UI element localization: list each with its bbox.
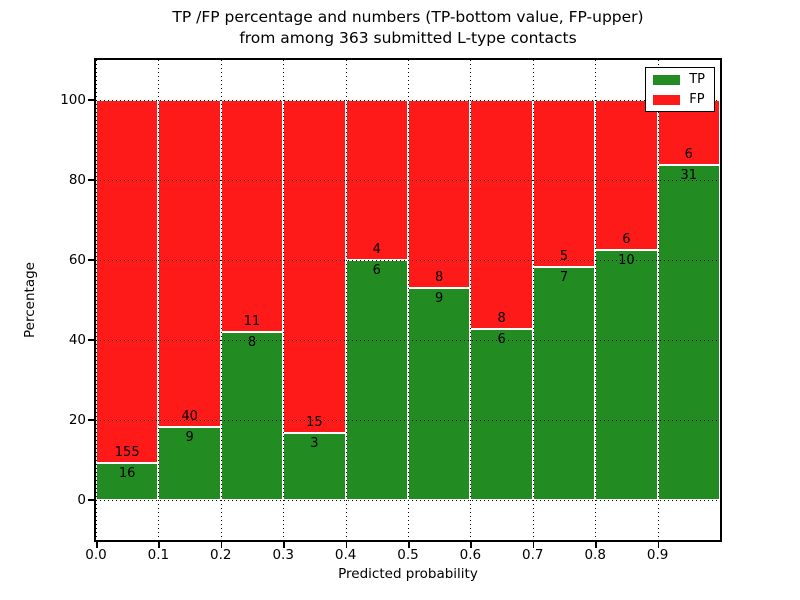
tick-x-0.4 <box>345 542 348 548</box>
bars-layer <box>96 60 720 540</box>
tick-label-x-0.2: 0.2 <box>210 547 232 563</box>
tick-x-0.6 <box>470 542 472 548</box>
tick-label-x-0.7: 0.7 <box>522 547 544 563</box>
bar-label-fp-3: 15 <box>306 415 323 431</box>
bar-label-fp-0: 155 <box>114 444 140 460</box>
x-axis-label: Predicted probability <box>338 566 478 582</box>
bar-label-fp-6: 8 <box>497 310 506 326</box>
plot-area: 155 16 40 9 11 8 15 3 4 6 8 9 8 6 5 7 6 10 6 31 TP FP <box>94 58 722 542</box>
bar-label-tp-0: 16 <box>118 465 136 481</box>
legend-swatch-tp <box>653 74 681 85</box>
chart-title-line1: TP /FP percentage and numbers (TP-bottom… <box>172 8 644 26</box>
bar-label-tp-3: 3 <box>310 436 319 452</box>
bar-label-tp-2: 8 <box>247 334 257 350</box>
tick-y-20 <box>88 419 94 421</box>
bar-label-fp-9: 6 <box>684 146 693 162</box>
tick-y-0 <box>88 499 94 501</box>
bar-label-fp-4: 4 <box>372 242 381 257</box>
tick-label-y-100: 100 <box>60 92 86 108</box>
bar-tp-5 <box>408 288 471 500</box>
tick-x-0.2 <box>220 542 223 548</box>
tick-label-x-0.8: 0.8 <box>584 547 606 563</box>
tick-label-y-0: 0 <box>77 492 86 508</box>
tick-label-x-0.0: 0.0 <box>85 547 107 563</box>
tick-label-x-0.6: 0.6 <box>459 547 482 563</box>
legend-row-tp: TP <box>653 73 705 86</box>
bar-tp-0 <box>96 462 159 500</box>
bar-tp-9 <box>657 164 720 500</box>
tick-label-x-0.9: 0.9 <box>646 547 669 563</box>
tick-x-0.1 <box>158 542 160 548</box>
chart-title-line2: from among 363 submitted L-type contacts <box>239 29 577 47</box>
bar-label-tp-6: 6 <box>497 331 506 347</box>
bar-label-fp-2: 11 <box>243 313 261 329</box>
tick-y-80 <box>88 179 94 181</box>
legend: TP FP <box>645 67 715 112</box>
legend-label-tp: TP <box>689 72 705 87</box>
bar-label-fp-1: 40 <box>181 408 198 424</box>
tick-y-60 <box>88 259 94 261</box>
bar-label-tp-5: 9 <box>435 291 444 307</box>
bar-label-tp-9: 31 <box>680 167 698 183</box>
tick-label-y-40: 40 <box>68 332 86 348</box>
chart-title: TP /FP percentage and numbers (TP-bottom… <box>96 7 720 49</box>
bar-fp-3 <box>283 100 346 434</box>
tick-y-100 <box>88 99 94 101</box>
tick-label-y-60: 60 <box>68 252 86 268</box>
bar-fp-6 <box>470 100 533 329</box>
tick-y-40 <box>88 339 94 341</box>
bar-label-tp-4: 6 <box>372 263 381 278</box>
bar-label-fp-8: 6 <box>622 232 631 247</box>
tick-label-x-0.3: 0.3 <box>272 547 294 563</box>
bar-label-tp-1: 9 <box>185 429 194 445</box>
bar-fp-5 <box>408 100 471 289</box>
tick-label-y-80: 80 <box>68 172 86 188</box>
bar-fp-0 <box>96 100 159 463</box>
bar-tp-8 <box>595 250 658 500</box>
tick-label-x-0.5: 0.5 <box>397 547 419 563</box>
tick-label-x-0.4: 0.4 <box>334 547 357 563</box>
bar-fp-1 <box>158 100 221 427</box>
legend-row-fp: FP <box>653 93 705 106</box>
legend-label-fp: FP <box>689 92 705 107</box>
tick-label-y-20: 20 <box>68 412 86 428</box>
tick-x-0.3 <box>283 542 285 548</box>
y-axis-label: Percentage <box>22 262 38 338</box>
bar-label-tp-8: 10 <box>618 253 635 268</box>
tick-x-0.8 <box>595 542 597 548</box>
legend-swatch-fp <box>653 94 681 105</box>
tick-x-0.9 <box>657 542 660 548</box>
tick-x-0.5 <box>408 542 410 548</box>
tick-x-0.7 <box>532 542 535 548</box>
bar-fp-2 <box>220 100 284 332</box>
bar-label-fp-7: 5 <box>559 248 569 264</box>
tick-x-0.0 <box>96 542 98 548</box>
bar-label-fp-5: 8 <box>435 270 444 286</box>
labels-layer: 155 16 40 9 11 8 15 3 4 6 8 9 8 6 5 7 6 10 6 31 <box>96 60 720 540</box>
tick-label-x-0.1: 0.1 <box>147 547 170 563</box>
bar-label-tp-7: 7 <box>559 269 569 285</box>
